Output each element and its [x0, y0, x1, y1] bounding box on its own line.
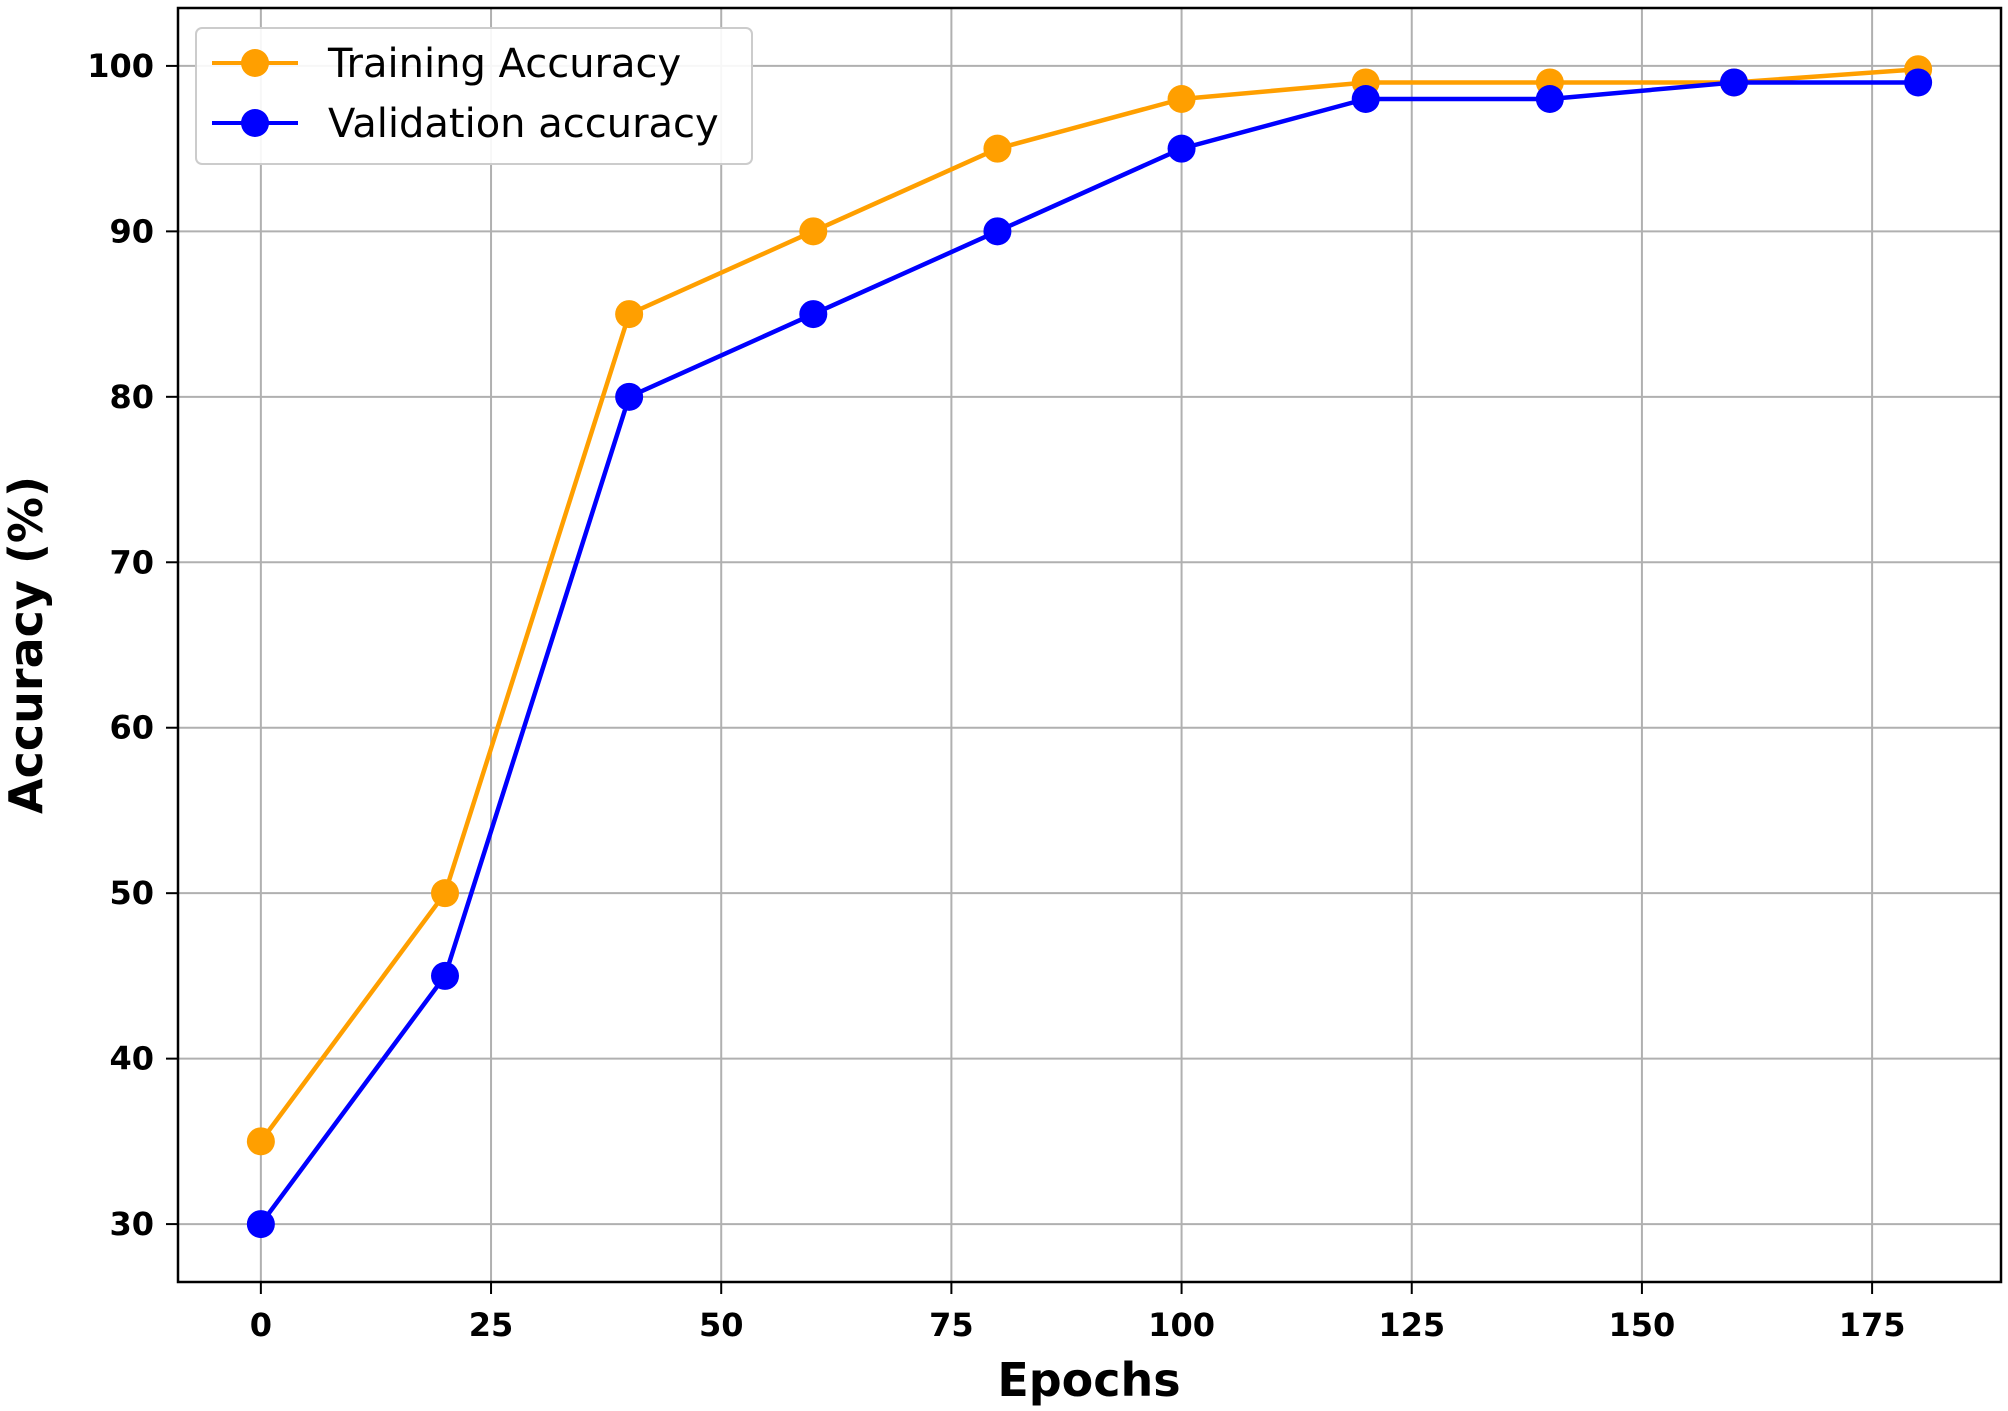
- y-tick-label: 90: [109, 212, 154, 250]
- data-point-validation: [1351, 85, 1380, 113]
- data-point-validation: [431, 961, 460, 990]
- x-tick-label: 25: [469, 1306, 514, 1344]
- y-tick-label: 30: [109, 1205, 154, 1243]
- data-point-validation: [615, 382, 644, 411]
- data-point-validation: [1167, 134, 1196, 163]
- series-line-validation: [259, 80, 1919, 1226]
- x-axis-ticks: 0 25 50 75 100 125 150 175: [250, 1282, 1906, 1344]
- x-tick-label: 125: [1378, 1306, 1445, 1344]
- data-point-training: [799, 217, 828, 246]
- legend-label-validation: Validation accuracy: [328, 101, 719, 147]
- legend-swatch-validation-marker: [241, 109, 269, 137]
- x-tick-label: 100: [1148, 1306, 1215, 1344]
- x-tick-label: 175: [1839, 1306, 1906, 1344]
- x-tick-label: 0: [250, 1306, 272, 1344]
- legend-item-validation: Validation accuracy: [212, 101, 719, 147]
- series-layer: [246, 55, 1933, 1239]
- legend: Training Accuracy Validation accuracy: [195, 27, 753, 165]
- plot-background: [178, 8, 2001, 1282]
- x-axis-title: Epochs: [997, 1353, 1180, 1407]
- data-point-training: [1167, 85, 1196, 113]
- series-line-training: [259, 66, 1919, 1143]
- data-point-validation: [1535, 85, 1564, 113]
- y-tick-label: 50: [109, 874, 154, 912]
- y-axis-title: Accuracy (%): [0, 476, 53, 814]
- legend-label-training: Training Accuracy: [327, 41, 681, 87]
- legend-swatch-training-marker: [241, 49, 269, 77]
- legend-box: [195, 27, 753, 165]
- y-tick-label: 70: [109, 543, 154, 581]
- x-tick-label: 50: [699, 1306, 744, 1344]
- y-tick-label: 80: [109, 378, 154, 416]
- data-point-validation: [799, 300, 828, 329]
- x-tick-label: 150: [1609, 1306, 1676, 1344]
- data-point-training: [431, 879, 460, 908]
- y-tick-label: 60: [109, 709, 154, 747]
- y-tick-label: 100: [87, 47, 154, 85]
- legend-item-training: Training Accuracy: [212, 41, 681, 87]
- data-point-validation: [246, 1210, 275, 1239]
- data-point-training: [246, 1127, 275, 1156]
- data-point-validation: [1719, 68, 1748, 97]
- data-point-validation: [983, 217, 1012, 246]
- plot-frame: [176, 6, 2003, 1284]
- grid: [178, 8, 2001, 1282]
- data-point-training: [983, 134, 1012, 163]
- data-point-validation: [1904, 68, 1933, 97]
- x-tick-label: 75: [929, 1306, 974, 1344]
- data-point-training: [615, 300, 644, 329]
- y-tick-label: 40: [109, 1040, 154, 1078]
- y-axis-ticks: 30 40 50 60 70 80 90 100: [87, 47, 178, 1243]
